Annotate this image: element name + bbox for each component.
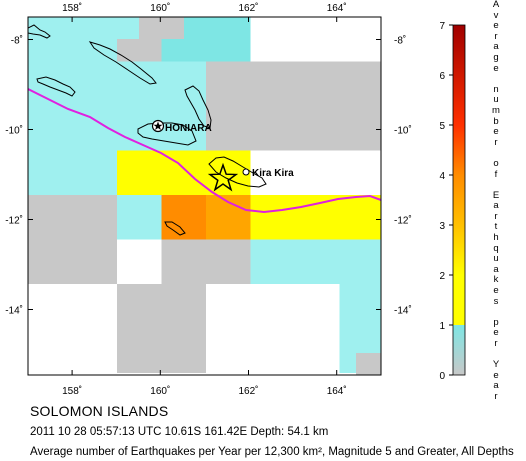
choiseul-island bbox=[28, 24, 51, 39]
grid-cell bbox=[72, 195, 117, 240]
grid-cell bbox=[295, 195, 340, 240]
lat-tick-label: -8˚ bbox=[11, 35, 23, 47]
grid-cell bbox=[295, 239, 340, 284]
map-area bbox=[28, 17, 381, 375]
rate-note: Average number of Earthquakes per Year p… bbox=[30, 446, 514, 458]
grid-cell bbox=[161, 284, 206, 329]
grid-cell bbox=[28, 239, 73, 284]
kira-kira-marker bbox=[242, 168, 250, 176]
region-title: SOLOMON ISLANDS bbox=[30, 403, 169, 419]
grid-cell bbox=[295, 106, 340, 151]
lat-tick-label: -10˚ bbox=[5, 125, 23, 137]
grid-cell bbox=[339, 61, 381, 106]
honiara-marker bbox=[151, 119, 165, 133]
axis-ticks: 158˚ 158˚ 160˚ 160˚ 162˚ 162˚ 164˚ 164˚ -8˚ -8˚ -1… bbox=[5, 2, 412, 397]
grid-cell bbox=[117, 328, 162, 373]
colorbar-tick-label: 1 bbox=[439, 321, 445, 332]
grid-cell bbox=[161, 328, 206, 373]
makira-island bbox=[208, 156, 267, 188]
grid-cell bbox=[339, 106, 381, 151]
grid-cell bbox=[117, 195, 162, 240]
colorbar-tick-label: 0 bbox=[439, 371, 445, 382]
grid-cell bbox=[161, 239, 206, 284]
grid-cell bbox=[206, 61, 251, 106]
grid-cell bbox=[161, 106, 206, 151]
lat-tick-label: -12˚ bbox=[5, 215, 23, 227]
lat-tick-label: -12˚ bbox=[394, 215, 412, 227]
colorbar-tick-label: 6 bbox=[439, 71, 445, 82]
grid-cell bbox=[139, 17, 184, 39]
grid-cell bbox=[356, 265, 381, 310]
grid-cell bbox=[28, 106, 73, 151]
grid-cell bbox=[28, 195, 73, 240]
colorbar-tick-label: 3 bbox=[439, 221, 445, 232]
honiara-label: HONIARA bbox=[165, 123, 212, 134]
lat-tick-label: -14˚ bbox=[394, 305, 412, 317]
grid-cell bbox=[250, 195, 295, 240]
lon-tick-label: 160˚ bbox=[150, 2, 170, 14]
grid-cell bbox=[206, 106, 251, 151]
lon-tick-label: 164˚ bbox=[327, 385, 347, 397]
grid-cell bbox=[206, 239, 251, 284]
lon-tick-label: 162˚ bbox=[238, 385, 258, 397]
rate-grid bbox=[28, 17, 381, 375]
grid-cell bbox=[250, 106, 295, 151]
colorbar-tick-label: 2 bbox=[439, 271, 445, 282]
malaita-island bbox=[184, 85, 212, 129]
rennell-island bbox=[164, 221, 186, 236]
grid-cell bbox=[117, 150, 162, 195]
colorbar-tick-label: 7 bbox=[439, 21, 445, 32]
lon-tick-label: 160˚ bbox=[150, 385, 170, 397]
grid-cell bbox=[72, 239, 117, 284]
grid-cell bbox=[72, 150, 117, 195]
lat-tick-label: -14˚ bbox=[5, 305, 23, 317]
grid-cell bbox=[356, 310, 381, 353]
lon-tick-label: 162˚ bbox=[238, 2, 258, 14]
grid-cell bbox=[295, 61, 340, 106]
grid-cell bbox=[28, 61, 73, 106]
lon-tick-label: 164˚ bbox=[327, 2, 347, 14]
lat-tick-label: -8˚ bbox=[394, 35, 406, 47]
lat-tick-label: -10˚ bbox=[394, 125, 412, 137]
grid-cell bbox=[117, 284, 162, 329]
colorbar-tick-label: 4 bbox=[439, 171, 445, 182]
grid-cell bbox=[72, 61, 117, 106]
grid-cell bbox=[50, 17, 139, 39]
grid-cell bbox=[28, 150, 73, 195]
kira-kira-label: Kira Kira bbox=[252, 168, 294, 179]
grid-cell bbox=[356, 353, 381, 375]
grid-cell bbox=[250, 61, 295, 106]
colorbar-tick-label: 5 bbox=[439, 121, 445, 132]
grid-cell bbox=[250, 239, 295, 284]
plate-boundary bbox=[28, 88, 381, 214]
grid-cell bbox=[161, 61, 206, 106]
grid-cell bbox=[339, 195, 381, 240]
grid-cell bbox=[28, 17, 50, 39]
lon-tick-label: 158˚ bbox=[62, 2, 82, 14]
epicenter-star-icon bbox=[207, 162, 239, 192]
new-georgia-island bbox=[36, 76, 76, 97]
santa-isabel-island bbox=[88, 41, 157, 85]
map-frame bbox=[27, 16, 382, 376]
grid-cell bbox=[206, 17, 251, 62]
lon-tick-label: 158˚ bbox=[62, 385, 82, 397]
colorbar: 0 1 2 3 4 5 6 7 bbox=[439, 21, 466, 382]
event-info: 2011 10 28 05:57:13 UTC 10.61S 161.42E D… bbox=[30, 426, 329, 438]
